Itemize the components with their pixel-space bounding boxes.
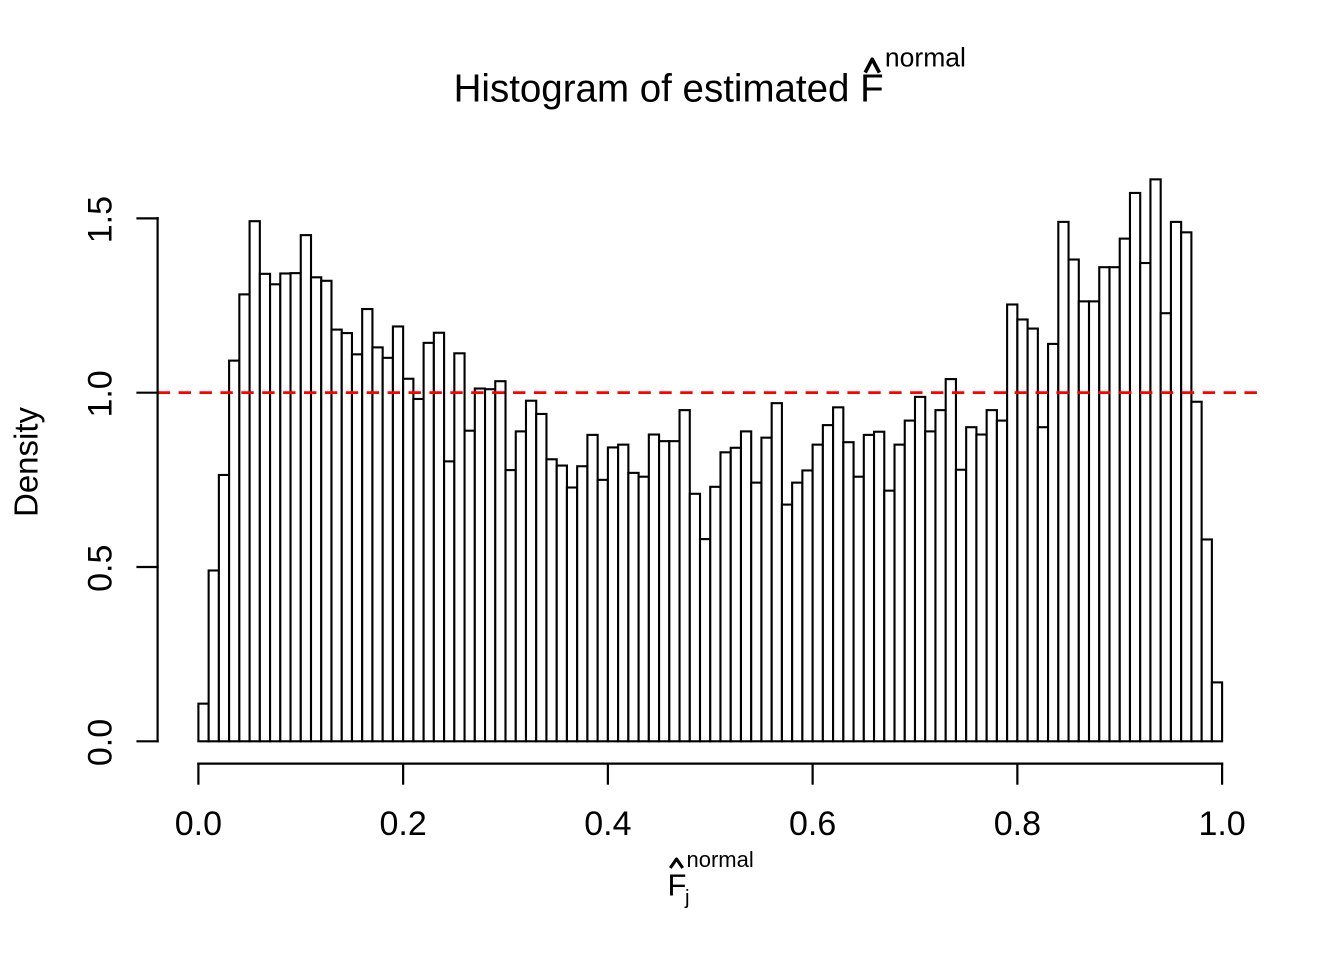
- svg-text:Histogram of estimated F: Histogram of estimated F: [454, 68, 884, 111]
- svg-text:1.5: 1.5: [82, 196, 120, 243]
- svg-text:F: F: [668, 868, 687, 903]
- svg-text:0.0: 0.0: [175, 805, 222, 843]
- svg-text:Density: Density: [8, 406, 45, 517]
- svg-text:0.2: 0.2: [380, 805, 427, 843]
- svg-text:0.0: 0.0: [82, 719, 120, 766]
- svg-text:0.6: 0.6: [789, 805, 836, 843]
- svg-text:0.8: 0.8: [994, 805, 1041, 843]
- svg-text:0.5: 0.5: [82, 545, 120, 592]
- svg-text:j: j: [684, 886, 690, 909]
- svg-text:0.4: 0.4: [584, 805, 631, 843]
- svg-text:1.0: 1.0: [1198, 805, 1245, 843]
- svg-text:normal: normal: [687, 847, 754, 872]
- svg-text:normal: normal: [885, 42, 966, 72]
- svg-text:1.0: 1.0: [82, 370, 120, 417]
